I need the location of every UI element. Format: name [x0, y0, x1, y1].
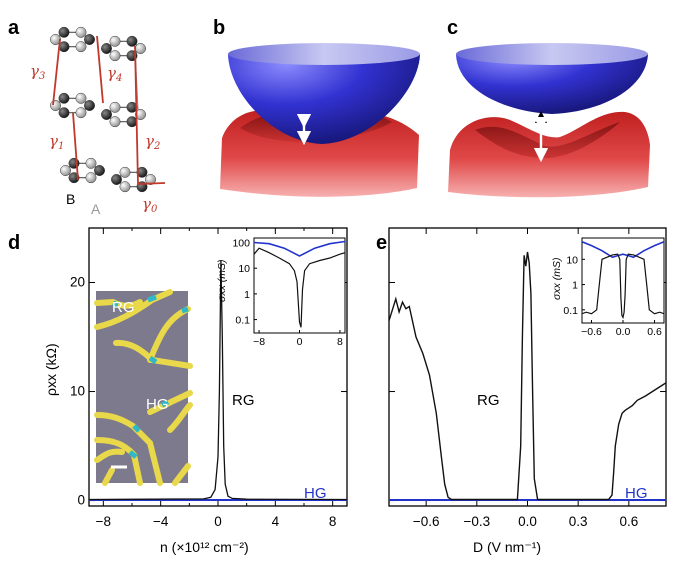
hg-label-e: HG — [625, 485, 648, 502]
gamma-3-label: γ3 — [30, 62, 45, 82]
device-micrograph: RG HG — [94, 289, 193, 486]
x-tick-label: 0.3 — [569, 514, 588, 529]
carbon-atom — [94, 165, 105, 176]
carbon-atom — [109, 35, 121, 47]
carbon-atom — [58, 107, 70, 119]
hg-curve-inset-e — [582, 240, 664, 259]
rg-label-d: RG — [232, 392, 255, 409]
carbon-atom — [111, 174, 122, 185]
x-tick-label: 0.0 — [616, 326, 631, 338]
x-tick-label: 4 — [272, 514, 280, 529]
x-tick-label: 8 — [337, 336, 343, 348]
inset-ylabel-e: σxx (mS) — [551, 258, 563, 301]
gamma-0-label: γ0 — [142, 195, 158, 215]
y-tick-label: 100 — [232, 238, 250, 250]
xlabel-d: n (×10¹² cm⁻²) — [160, 539, 249, 555]
inset-frame — [581, 237, 665, 324]
carbon-atom — [109, 50, 121, 62]
micrograph-rg-label: RG — [112, 299, 135, 316]
y-tick-label: 10 — [566, 254, 578, 266]
hg-curve-inset-d — [254, 240, 345, 257]
rg-curve-inset-e — [582, 253, 664, 320]
gamma-4-label: γ4 — [107, 64, 122, 84]
y-tick-label: 10 — [238, 263, 250, 275]
carbon-atom — [119, 166, 131, 178]
ylabel-d: ρxx (kΩ) — [43, 343, 59, 396]
y-tick-label: 0.1 — [235, 315, 250, 327]
carbon-atom — [109, 116, 121, 128]
carbon-atom — [50, 100, 61, 111]
graphite-lattice-diagram — [50, 26, 156, 193]
carbon-atom — [58, 92, 70, 104]
carbon-atom — [101, 109, 112, 120]
carbon-atom — [135, 109, 146, 120]
x-tick-label: 8 — [329, 514, 337, 529]
x-tick-label: −0.6 — [581, 326, 602, 338]
carbon-atom — [119, 181, 131, 193]
panel-letter-a: a — [8, 17, 20, 39]
panel-letter-d: d — [8, 232, 20, 254]
x-tick-label: 0.6 — [619, 514, 638, 529]
y-tick-label: 0 — [77, 493, 85, 508]
carbon-atom — [135, 43, 146, 54]
carbon-atom — [60, 165, 71, 176]
carbon-atom — [84, 100, 95, 111]
conduction-band-surface — [228, 43, 420, 144]
x-tick-label: −0.6 — [413, 514, 440, 529]
x-tick-label: 0.6 — [647, 326, 662, 338]
carbon-atom — [101, 43, 112, 54]
band-structure-b — [220, 43, 420, 197]
panel-letter-b: b — [213, 17, 225, 39]
inset-ylabel-d: σxx (mS) — [216, 260, 228, 303]
carbon-atom — [136, 166, 148, 178]
micrograph-hg-label: HG — [146, 396, 169, 413]
hg-label-d: HG — [304, 485, 327, 502]
x-tick-label: −4 — [153, 514, 169, 529]
x-tick-label: 0.0 — [518, 514, 537, 529]
carbon-atom — [58, 26, 70, 38]
rg-curve-d — [89, 260, 347, 501]
rg-curve-e — [389, 251, 666, 501]
carbon-atom — [84, 34, 95, 45]
x-tick-label: −8 — [253, 336, 265, 348]
band-structure-c — [448, 43, 650, 198]
carbon-atom — [75, 107, 87, 119]
x-tick-label: −8 — [96, 514, 111, 529]
sublattice-a-label: A — [91, 201, 101, 217]
gamma-2-label: γ2 — [145, 132, 160, 152]
x-tick-label: 0 — [297, 336, 303, 348]
carbon-atom — [109, 101, 121, 113]
inset-d: −8 0 8 0.1 1 10 100 σxx (mS) — [216, 237, 346, 348]
panel-letter-c: c — [447, 17, 458, 39]
carbon-atom — [126, 116, 138, 128]
carbon-atom — [85, 157, 97, 169]
carbon-atom — [75, 41, 87, 53]
inset-e: −0.6 0.0 0.6 0.1 1 10 σxx (mS) — [551, 237, 665, 338]
carbon-atom — [85, 172, 97, 184]
x-tick-label: −0.3 — [464, 514, 491, 529]
rg-label-e: RG — [477, 392, 500, 409]
carbon-atom — [68, 172, 80, 184]
y-tick-label: 1 — [244, 289, 250, 301]
sublattice-b-label: B — [66, 191, 75, 207]
carbon-atom — [126, 35, 138, 47]
xlabel-e: D (V nm⁻¹) — [473, 539, 541, 555]
y-tick-label: 20 — [70, 275, 85, 290]
panel-letter-e: e — [376, 232, 387, 254]
y-tick-label: 0.1 — [563, 305, 578, 317]
carbon-atom — [145, 174, 156, 185]
rg-curve-inset-d — [254, 247, 345, 328]
y-tick-label: 10 — [70, 384, 85, 399]
carbon-atom — [75, 26, 87, 38]
carbon-atom — [75, 92, 87, 104]
gamma-1-label: γ1 — [49, 132, 64, 152]
x-tick-label: 0 — [214, 514, 222, 529]
y-tick-label: 1 — [572, 280, 578, 292]
